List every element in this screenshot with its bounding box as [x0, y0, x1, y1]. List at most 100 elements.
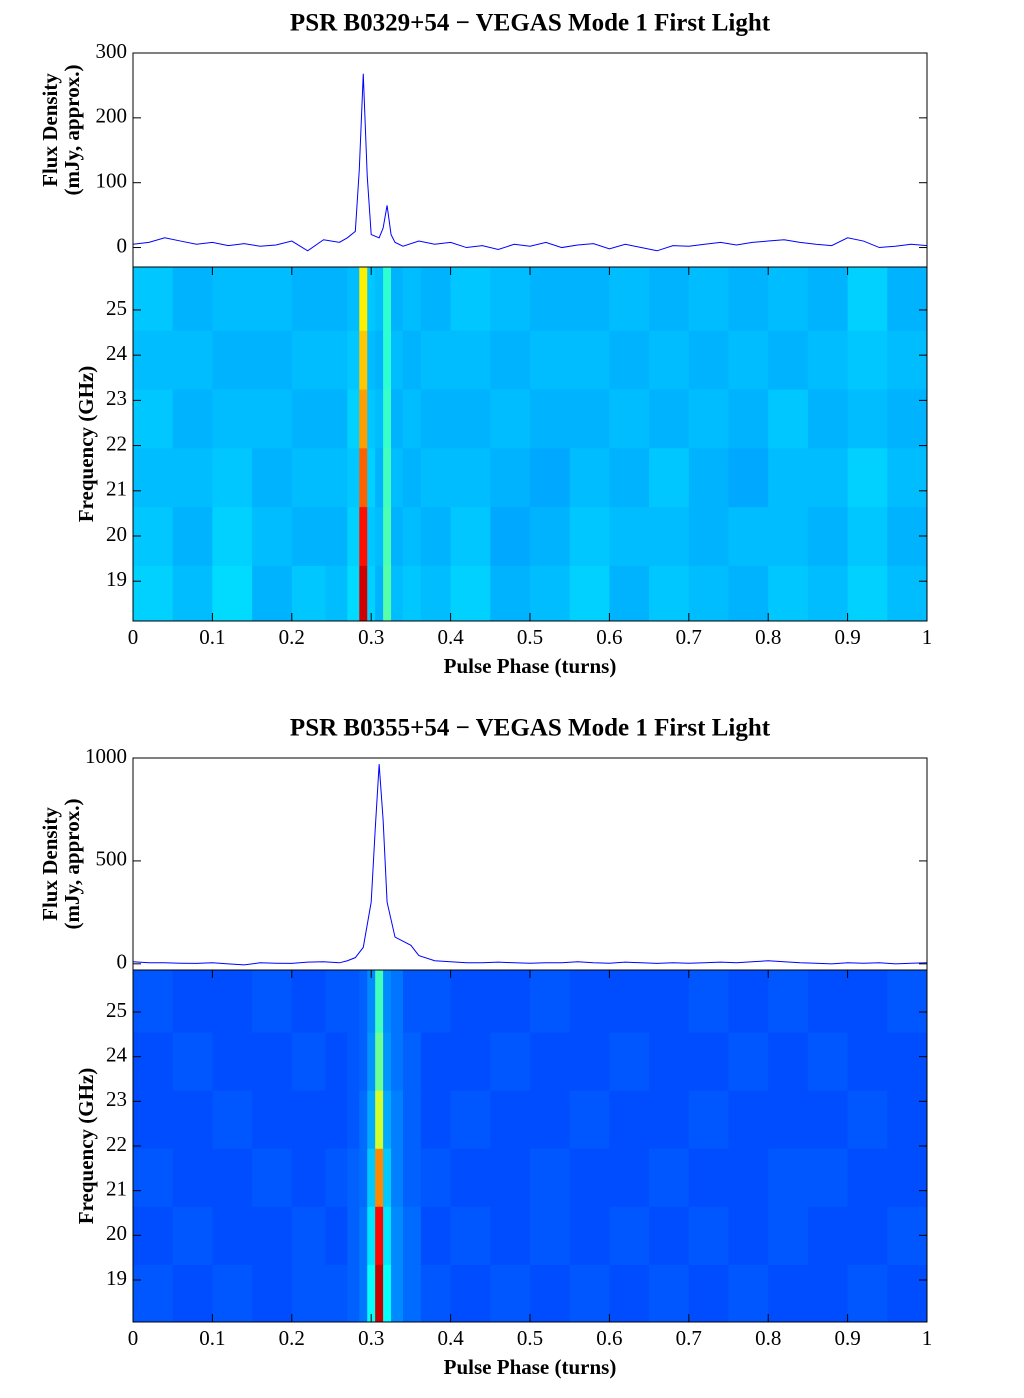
heat-cell: [887, 565, 928, 622]
heat-cell: [391, 1148, 404, 1207]
heat-cell: [887, 447, 928, 508]
heat-cell: [569, 447, 610, 508]
heat-cell: [133, 330, 174, 390]
heat-cell: [887, 330, 928, 390]
heat-cell: [367, 1264, 376, 1323]
heat-cell: [420, 1090, 452, 1149]
heat-cell: [649, 389, 690, 449]
heat-cell: [688, 1206, 729, 1265]
heat-cell: [133, 267, 174, 331]
heat-cell: [212, 447, 253, 508]
heat-cell: [375, 1206, 384, 1265]
heat-cell: [172, 1264, 213, 1323]
heat-cell: [569, 1148, 610, 1207]
heat-cell: [325, 267, 348, 331]
heat-cell: [728, 506, 769, 566]
heat-cell: [569, 389, 610, 449]
heat-cell: [359, 330, 368, 390]
x-tick-label: 0.9: [834, 625, 860, 649]
heat-cell: [402, 267, 422, 331]
y-tick-label: 0: [117, 233, 128, 257]
heat-cell: [569, 1206, 610, 1265]
x-tick-label: 0.7: [676, 625, 702, 649]
heat-cell: [768, 1206, 809, 1265]
heat-cell: [688, 565, 729, 622]
heat-cell: [375, 1264, 384, 1323]
y-tick-label: 20: [106, 522, 127, 546]
x-tick-label: 0.4: [437, 625, 464, 649]
heat-cell: [450, 1090, 491, 1149]
heat-cell: [172, 970, 213, 1033]
heat-cell: [291, 1206, 327, 1265]
heat-cell: [420, 970, 452, 1033]
heat-cell: [359, 447, 368, 508]
y-tick-label: 20: [106, 1221, 127, 1245]
heat-cell: [569, 506, 610, 566]
heat-cell: [688, 267, 729, 331]
y-tick-label: 25: [106, 296, 127, 320]
heat-cell: [367, 330, 376, 390]
heat-cell: [212, 267, 253, 331]
heat-cell: [609, 565, 650, 622]
y-tick-label: 21: [106, 1176, 127, 1200]
x-tick-label: 0.6: [596, 1326, 622, 1350]
heat-cell: [133, 1032, 174, 1091]
heat-cell: [325, 506, 348, 566]
heat-cell: [402, 970, 422, 1033]
heat-cell: [688, 970, 729, 1033]
x-tick-label: 1: [922, 1326, 933, 1350]
heat-cell: [402, 447, 422, 508]
heat-cell: [649, 447, 690, 508]
heat-cell: [420, 330, 452, 390]
heat-cell: [347, 1032, 360, 1091]
heat-cell: [649, 267, 690, 331]
heat-cell: [252, 1090, 293, 1149]
heat-cell: [768, 389, 809, 449]
heat-cell: [847, 330, 888, 390]
heat-cell: [609, 1206, 650, 1265]
heat-cell: [391, 565, 404, 622]
heat-cell: [133, 447, 174, 508]
heat-cell: [383, 447, 392, 508]
heat-cell: [688, 1032, 729, 1091]
heat-cell: [450, 506, 491, 566]
heat-cell: [530, 1090, 571, 1149]
heat-cell: [728, 447, 769, 508]
heat-cell: [325, 1264, 348, 1323]
heat-cell: [847, 565, 888, 622]
heat-cell: [768, 970, 809, 1033]
heat-cell: [688, 447, 729, 508]
heat-cell: [768, 1090, 809, 1149]
heat-cell: [569, 970, 610, 1033]
heat-cell: [172, 1090, 213, 1149]
y-tick-label: 300: [96, 39, 128, 63]
heat-cell: [212, 1206, 253, 1265]
heat-cell: [347, 565, 360, 622]
heat-cell: [359, 267, 368, 331]
heat-cell: [609, 1090, 650, 1149]
x-tick-label: 0: [128, 1326, 139, 1350]
heat-cell: [367, 565, 376, 622]
heat-cell: [847, 970, 888, 1033]
heat-cell: [133, 565, 174, 622]
heat-cell: [172, 506, 213, 566]
y-tick-label: 19: [106, 567, 127, 591]
heat-cell: [252, 1206, 293, 1265]
heat-cell: [887, 1264, 928, 1323]
heat-cell: [688, 330, 729, 390]
heat-cell: [490, 970, 531, 1033]
heat-cell: [347, 389, 360, 449]
heat-cell: [133, 1148, 174, 1207]
x-tick-label: 0.1: [199, 625, 225, 649]
heat-cell: [490, 389, 531, 449]
y-tick-label: 23: [106, 1087, 127, 1111]
heat-cell: [391, 1032, 404, 1091]
heat-cell: [375, 330, 384, 390]
heat-cell: [383, 1090, 392, 1149]
heat-cell: [291, 506, 327, 566]
heat-cell: [649, 330, 690, 390]
heat-cell: [847, 447, 888, 508]
heat-cell: [420, 389, 452, 449]
x-tick-label: 1: [922, 625, 933, 649]
